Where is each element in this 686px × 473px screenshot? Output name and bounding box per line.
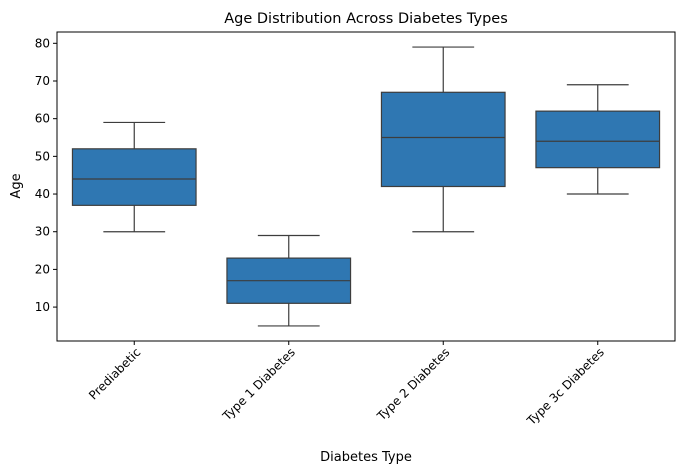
y-tick-label: 60 [35,112,50,126]
x-tick-label: Type 1 Diabetes [219,345,298,424]
y-tick-label: 10 [35,300,50,314]
y-tick-label: 40 [35,187,50,201]
y-tick-label: 80 [35,36,50,50]
box-group [226,234,352,327]
x-axis: Prediabetic Type 1 Diabetes Type 2 Diabete… [86,341,607,428]
box-body [535,110,661,169]
box-body [380,91,506,188]
box-group [380,46,506,233]
y-tick-label: 70 [35,74,50,88]
x-tick-label: Type 2 Diabetes [374,345,453,424]
y-axis-label: Age [9,173,24,198]
box-body [71,148,197,206]
box-group [71,121,197,233]
y-axis: 10 20 30 40 50 60 70 80 [35,36,57,314]
chart-title: Age Distribution Across Diabetes Types [224,11,508,27]
y-tick-label: 20 [35,262,50,276]
plot-frame [56,31,676,342]
plot-area [56,31,676,342]
x-axis-label: Diabetes Type [320,450,412,465]
y-tick-label: 30 [35,225,50,239]
y-tick-label: 50 [35,149,50,163]
box-group [535,84,661,195]
x-tick-label: Prediabetic [86,345,143,402]
x-tick-label: Type 3c Diabetes [524,345,607,428]
